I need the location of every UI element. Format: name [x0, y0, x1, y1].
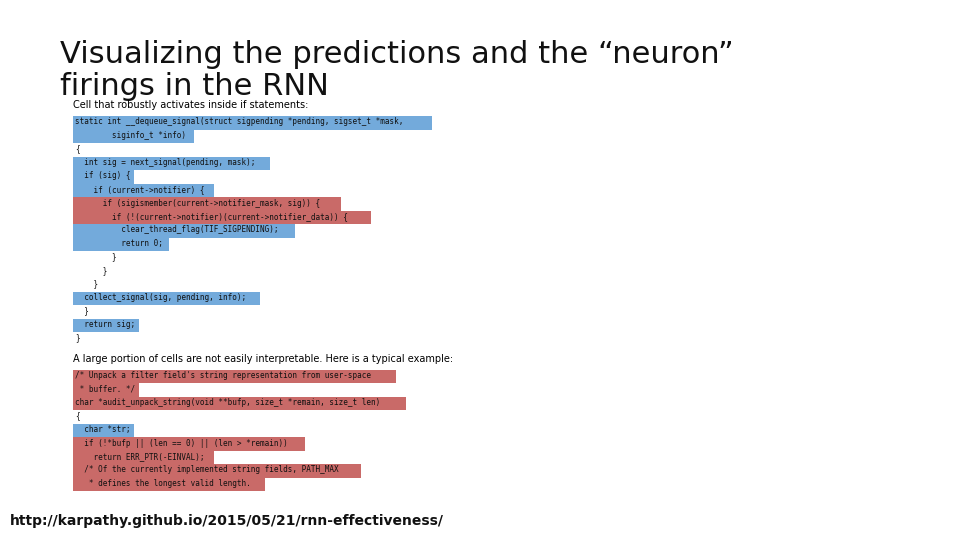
Bar: [73, 184, 214, 197]
Bar: [73, 477, 265, 491]
Text: Visualizing the predictions and the “neuron”: Visualizing the predictions and the “neu…: [60, 40, 733, 69]
Text: Cell that robustly activates inside if statements:: Cell that robustly activates inside if s…: [73, 100, 308, 110]
Text: if (current->notifier) {: if (current->notifier) {: [75, 185, 204, 194]
Text: return ERR_PTR(-EINVAL);: return ERR_PTR(-EINVAL);: [75, 452, 204, 461]
Bar: [73, 464, 361, 477]
Text: A large portion of cells are not easily interpretable. Here is a typical example: A large portion of cells are not easily …: [73, 354, 453, 363]
Text: * buffer. */: * buffer. */: [75, 384, 135, 394]
Text: /* Unpack a filter field's string representation from user-space: /* Unpack a filter field's string repres…: [75, 371, 371, 380]
Bar: [73, 292, 260, 305]
Text: }: }: [75, 334, 80, 342]
Text: * defines the longest valid length.: * defines the longest valid length.: [75, 479, 251, 488]
Bar: [73, 116, 432, 130]
Bar: [73, 369, 396, 383]
Bar: [73, 224, 296, 238]
Text: char *str;: char *str;: [75, 425, 131, 434]
Bar: [73, 157, 270, 170]
Text: int sig = next_signal(pending, mask);: int sig = next_signal(pending, mask);: [75, 158, 255, 167]
Text: }: }: [75, 307, 89, 315]
Bar: [73, 211, 371, 224]
Bar: [73, 238, 169, 251]
Text: /* Of the currently implemented string fields, PATH_MAX: /* Of the currently implemented string f…: [75, 465, 339, 475]
Text: char *audit_unpack_string(void **bufp, size_t *remain, size_t len): char *audit_unpack_string(void **bufp, s…: [75, 398, 380, 407]
Bar: [73, 396, 406, 410]
Text: {: {: [75, 145, 80, 153]
Text: }: }: [75, 280, 98, 288]
Text: return 0;: return 0;: [75, 239, 163, 248]
Bar: [73, 170, 133, 184]
Text: collect_signal(sig, pending, info);: collect_signal(sig, pending, info);: [75, 293, 246, 302]
Text: if (sig) {: if (sig) {: [75, 172, 131, 180]
Text: }: }: [75, 266, 108, 275]
Bar: [73, 423, 133, 437]
Text: if (sigismember(current->notifier_mask, sig)) {: if (sigismember(current->notifier_mask, …: [75, 199, 320, 207]
Bar: [73, 437, 305, 450]
Text: http://karpathy.github.io/2015/05/21/rnn-effectiveness/: http://karpathy.github.io/2015/05/21/rnn…: [10, 514, 444, 528]
Text: {: {: [75, 411, 80, 421]
Text: static int __dequeue_signal(struct sigpending *pending, sigset_t *mask,: static int __dequeue_signal(struct sigpe…: [75, 118, 403, 126]
Text: return sig;: return sig;: [75, 320, 135, 329]
Bar: [73, 319, 138, 332]
Text: clear_thread_flag(TIF_SIGPENDING);: clear_thread_flag(TIF_SIGPENDING);: [75, 226, 278, 234]
Bar: [73, 450, 214, 464]
Text: firings in the RNN: firings in the RNN: [60, 72, 329, 101]
Bar: [73, 130, 194, 143]
Text: siginfo_t *info): siginfo_t *info): [75, 131, 186, 140]
Text: if (!*bufp || (len == 0) || (len > *remain)): if (!*bufp || (len == 0) || (len > *rema…: [75, 438, 288, 448]
Bar: [73, 197, 341, 211]
Bar: [73, 383, 138, 396]
Text: if (!(current->notifier)(current->notifier_data)) {: if (!(current->notifier)(current->notifi…: [75, 212, 348, 221]
Text: }: }: [75, 253, 116, 261]
